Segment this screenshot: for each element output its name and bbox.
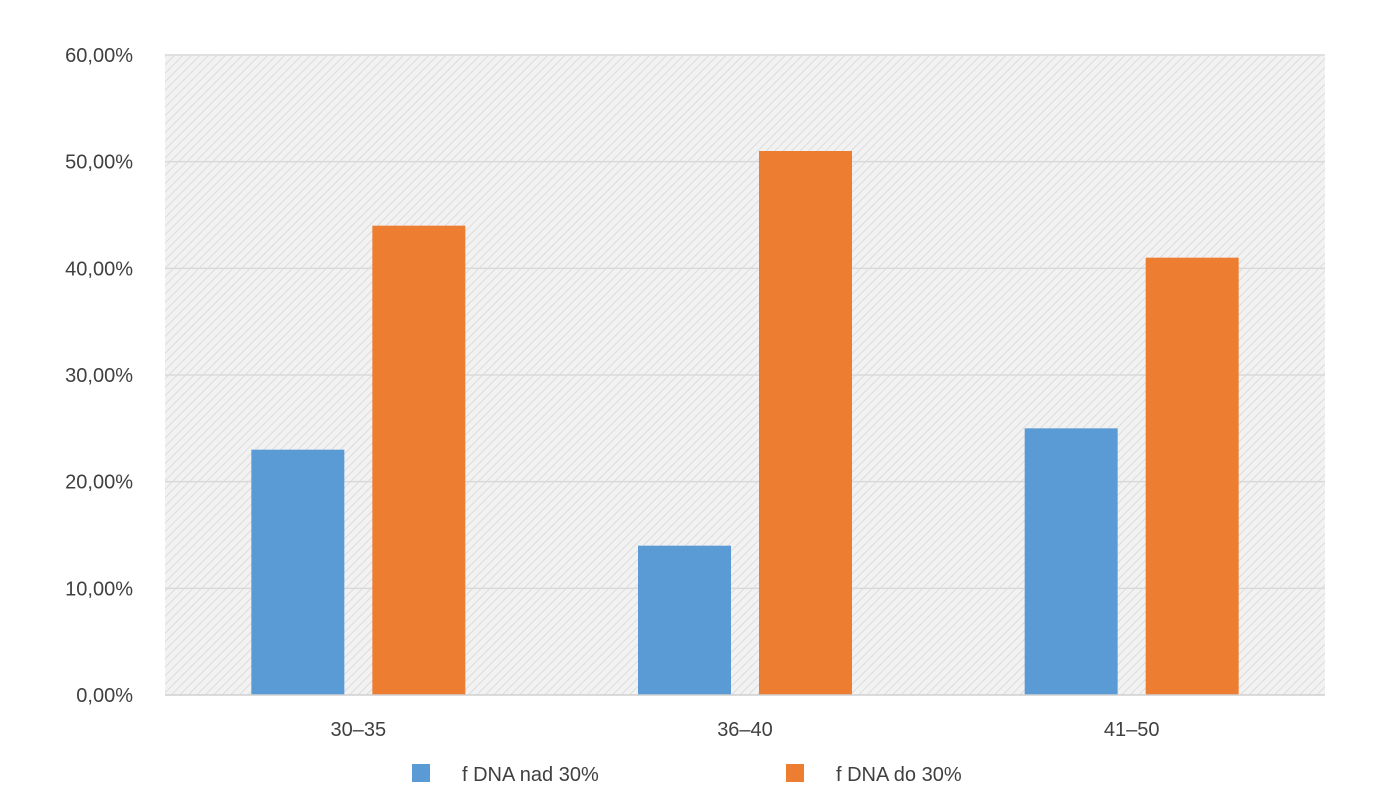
y-tick-label: 20,00% — [65, 472, 133, 494]
y-tick-label: 50,00% — [65, 152, 133, 174]
y-tick-label: 10,00% — [65, 578, 133, 600]
bars — [251, 151, 1239, 695]
y-axis-tick-labels: 0,00% 10,00% 20,00% 30,00% 40,00% 50,00% 60,00… — [65, 45, 133, 707]
x-axis-tick-labels: 30–35 36–40 41–50 — [331, 719, 1160, 741]
y-tick-label: 40,00% — [65, 258, 133, 280]
bar-fdna-do-30-2 — [759, 151, 852, 695]
x-tick-label: 36–40 — [717, 719, 773, 741]
bar-fdna-nad-30-1 — [251, 449, 345, 695]
legend-label: f DNA do 30% — [836, 764, 962, 786]
legend-label: f DNA nad 30% — [462, 764, 599, 786]
x-tick-label: 41–50 — [1104, 719, 1160, 741]
y-tick-label: 60,00% — [65, 45, 133, 67]
x-tick-label: 30–35 — [331, 719, 387, 741]
bar-fdna-nad-30-2 — [638, 545, 731, 695]
y-tick-label: 0,00% — [76, 685, 133, 707]
legend: f DNA nad 30% f DNA do 30% — [412, 764, 962, 786]
legend-swatch — [786, 764, 804, 782]
gridlines — [165, 54, 1325, 590]
y-tick-label: 30,00% — [65, 365, 133, 387]
bar-fdna-do-30-1 — [372, 225, 466, 695]
bar-fdna-nad-30-3 — [1024, 428, 1118, 695]
bar-fdna-do-30-3 — [1145, 257, 1239, 695]
legend-swatch — [412, 764, 430, 782]
